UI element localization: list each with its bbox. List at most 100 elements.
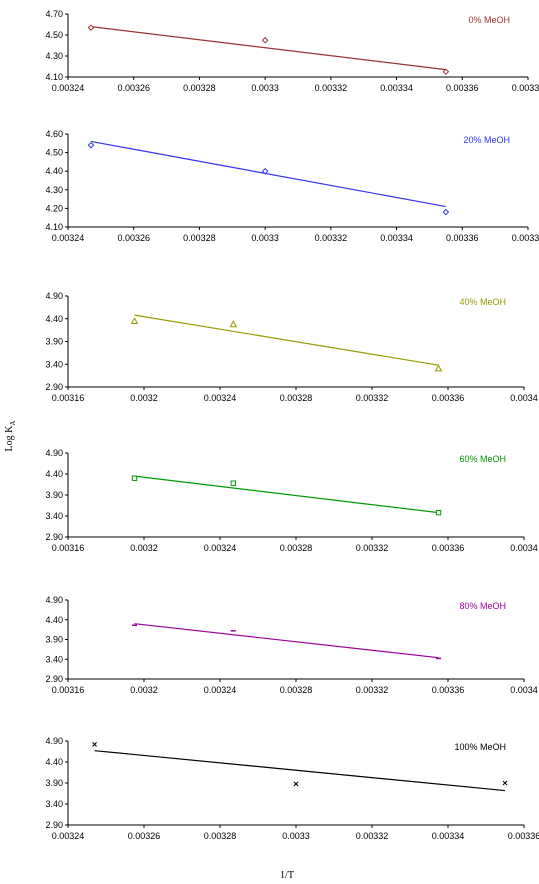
x-tick-label: 0.00336 <box>446 233 479 243</box>
x-tick-label: 0.00326 <box>117 83 150 93</box>
y-tick-label: 3.90 <box>45 337 63 347</box>
x-tick-label: 0.00336 <box>508 831 539 841</box>
y-tick-label: 4.10 <box>45 222 63 232</box>
y-tick-label: 4.40 <box>45 615 63 625</box>
x-tick-label: 0.00334 <box>380 233 413 243</box>
data-point-1-stroke-b <box>293 781 299 787</box>
trend-line <box>90 26 446 71</box>
y-tick-label: 3.40 <box>45 511 63 521</box>
x-tick-label: 0.00316 <box>52 393 85 403</box>
y-tick-label: 4.40 <box>45 757 63 767</box>
y-tick-label: 4.90 <box>45 448 63 458</box>
x-tick-label: 0.00336 <box>432 543 465 553</box>
x-tick-label: 0.00328 <box>183 233 216 243</box>
x-tick-label: 0.0033 <box>282 831 310 841</box>
y-tick-label: 4.20 <box>45 203 63 213</box>
y-tick-label: 2.90 <box>45 820 63 830</box>
data-point-2 <box>435 509 442 516</box>
x-tick-label: 0.00332 <box>315 83 348 93</box>
data-point-1 <box>229 320 238 328</box>
y-tick-label: 2.90 <box>45 674 63 684</box>
x-tick-label: 0.0033 <box>251 83 279 93</box>
chart-panel-3: 2.90 3.40 3.90 4.40 4.90 0.00316 0.0032 0.00324… <box>45 448 537 553</box>
trend-line <box>134 314 439 366</box>
x-tick-label: 0.00326 <box>117 233 150 243</box>
x-axis-title: 1/T <box>280 870 294 881</box>
x-tick-label: 0.00324 <box>204 393 237 403</box>
series-legend-label: 0% MeOH <box>468 15 510 25</box>
y-tick-label: 4.40 <box>45 314 63 324</box>
series-legend-label: 20% MeOH <box>463 135 510 145</box>
x-tick-label: 0.00328 <box>183 83 216 93</box>
series-legend-label: 80% MeOH <box>459 601 506 611</box>
trend-line <box>90 140 446 208</box>
data-point-1 <box>230 480 237 486</box>
y-tick-label: 3.40 <box>45 359 63 369</box>
x-tick-label: 0.00324 <box>204 685 237 695</box>
x-tick-label: 0.0032 <box>130 393 158 403</box>
x-tick-label: 0.0034 <box>510 685 538 695</box>
y-tick-label: 3.90 <box>45 778 63 788</box>
y-tick-label: 4.90 <box>45 736 63 746</box>
series-legend-label: 60% MeOH <box>459 454 506 464</box>
y-tick-label: 4.40 <box>45 166 63 176</box>
series-legend-label: 100% MeOH <box>454 742 506 752</box>
data-point-0 <box>131 475 138 481</box>
x-tick-label: 0.00338 <box>512 233 539 243</box>
x-tick-label: 0.00328 <box>280 685 313 695</box>
y-tick-label: 4.40 <box>45 469 63 479</box>
y-axis-title-main: Log K <box>4 425 15 452</box>
y-tick-label: 4.50 <box>45 148 63 158</box>
x-tick-label: 0.00336 <box>432 685 465 695</box>
x-tick-label: 0.00332 <box>356 393 389 403</box>
y-tick-label: 4.90 <box>45 595 63 605</box>
x-tick-label: 0.00316 <box>52 685 85 695</box>
data-point-1 <box>261 167 269 175</box>
x-tick-label: 0.00328 <box>280 543 313 553</box>
chart-panel-4: 2.90 3.40 3.90 4.40 4.90 0.00316 0.0032 0.00324… <box>45 595 537 695</box>
chart-panels: 4.10 4.30 4.50 4.70 0.00324 0.00326 0.00328 0.0… <box>45 9 539 841</box>
y-tick-label: 3.40 <box>45 799 63 809</box>
y-tick-label: 4.70 <box>45 9 63 19</box>
data-point-1 <box>293 781 299 787</box>
x-tick-label: 0.00332 <box>356 831 389 841</box>
x-tick-label: 0.00336 <box>446 83 479 93</box>
chart-panel-2: 2.90 3.40 3.90 4.40 4.90 0.00316 0.0032 0.00324… <box>45 291 537 403</box>
y-tick-label: 3.90 <box>45 635 63 645</box>
data-point-2 <box>434 364 443 372</box>
x-tick-label: 0.00324 <box>204 543 237 553</box>
x-tick-label: 0.00324 <box>52 233 85 243</box>
y-tick-label: 4.60 <box>45 129 63 139</box>
data-point-2 <box>442 68 450 76</box>
x-tick-label: 0.00328 <box>204 831 237 841</box>
y-axis-title-subscript: A <box>9 421 17 426</box>
x-tick-label: 0.00334 <box>432 831 465 841</box>
x-tick-label: 0.00316 <box>52 543 85 553</box>
y-axis-title: Log KA <box>4 421 17 452</box>
x-tick-label: 0.00324 <box>52 831 85 841</box>
x-tick-label: 0.0034 <box>510 543 538 553</box>
y-tick-label: 4.30 <box>45 51 63 61</box>
data-point-1 <box>261 36 269 44</box>
x-tick-label: 0.00332 <box>356 685 389 695</box>
data-point-2-stroke-b <box>502 780 508 786</box>
data-point-0-stroke-b <box>92 742 97 747</box>
x-tick-label: 0.0032 <box>130 685 158 695</box>
chart-panel-0: 4.10 4.30 4.50 4.70 0.00324 0.00326 0.00328 0.0… <box>45 9 539 93</box>
y-tick-label: 4.10 <box>45 72 63 82</box>
chart-panel-5: 2.90 3.40 3.90 4.40 4.90 0.00324 0.00326 0.0032… <box>45 736 539 841</box>
y-tick-label: 2.90 <box>45 382 63 392</box>
data-point-2 <box>442 208 450 216</box>
y-tick-label: 2.90 <box>45 532 63 542</box>
series-legend-label: 40% MeOH <box>459 297 506 307</box>
x-tick-label: 0.00328 <box>280 393 313 403</box>
x-tick-label: 0.00326 <box>128 831 161 841</box>
trend-line <box>94 750 506 792</box>
y-tick-label: 4.30 <box>45 185 63 195</box>
x-tick-label: 0.00332 <box>356 543 389 553</box>
trend-line <box>134 475 439 514</box>
y-tick-label: 3.90 <box>45 490 63 500</box>
data-point-0 <box>92 742 97 747</box>
x-tick-label: 0.00334 <box>380 83 413 93</box>
